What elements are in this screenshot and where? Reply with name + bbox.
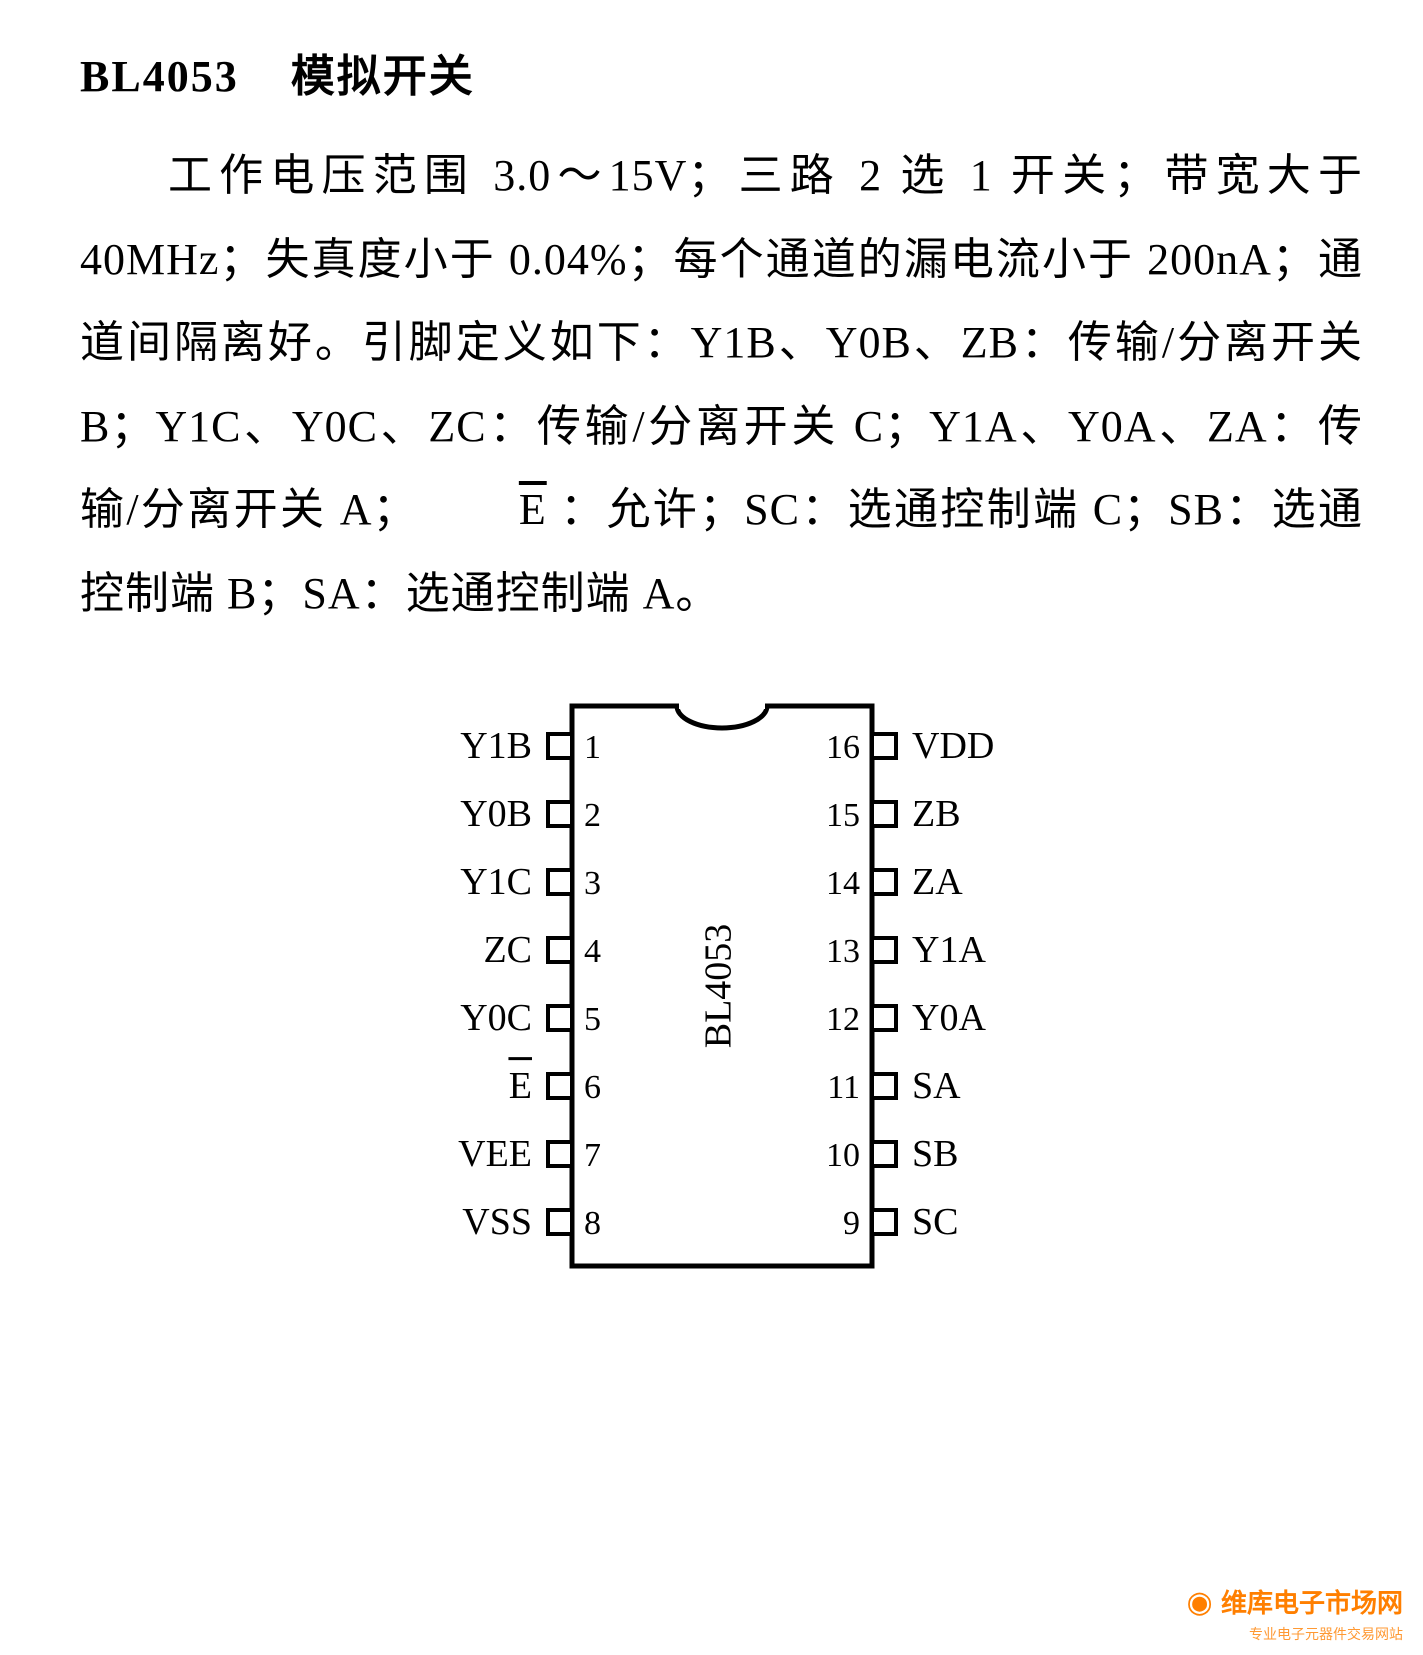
pin-label-SB: SB: [912, 1133, 958, 1175]
chip-diagram-area: BL4053 1 Y1B 2 Y0B 3 Y1C 4 ZC 5 Y0C 6 E 7 VEE 8 VSS 16 VDD…: [80, 686, 1363, 1296]
pin-number-15: 15: [826, 797, 860, 834]
chip-pinout-diagram: BL4053 1 Y1B 2 Y0B 3 Y1C 4 ZC 5 Y0C 6 E 7 VEE 8 VSS 16 VDD…: [332, 686, 1112, 1296]
pin-label-Y1B: Y1B: [460, 725, 532, 767]
pin-box-right-13: [872, 938, 896, 962]
pin-box-right-9: [872, 1210, 896, 1234]
pin-box-left-2: [548, 802, 572, 826]
pin-box-right-10: [872, 1142, 896, 1166]
pin-number-11: 11: [827, 1069, 860, 1106]
watermark-line2: 专业电子元器件交易网站: [1249, 1626, 1403, 1642]
title-cn: 模拟开关: [291, 52, 475, 101]
pin-label-Y1C: Y1C: [460, 861, 532, 903]
page: BL4053 模拟开关 工作电压范围 3.0～15V；三路 2 选 1 开关；带…: [0, 0, 1423, 1655]
pin-number-9: 9: [843, 1205, 860, 1242]
pin-label-ZB: ZB: [912, 793, 961, 835]
pin-number-16: 16: [826, 729, 860, 766]
pin-box-left-8: [548, 1210, 572, 1234]
pin-label-VSS: VSS: [462, 1201, 532, 1243]
paragraph-main: 工作电压范围 3.0～15V；三路 2 选 1 开关；带宽大于 40MHz；失真…: [80, 151, 1363, 534]
description-paragraph: 工作电压范围 3.0～15V；三路 2 选 1 开关；带宽大于 40MHz；失真…: [80, 134, 1363, 636]
pin-number-2: 2: [584, 797, 601, 834]
pin-box-right-12: [872, 1006, 896, 1030]
pin-label-Y1A: Y1A: [912, 929, 986, 971]
pin-number-8: 8: [584, 1205, 601, 1242]
pin-number-13: 13: [826, 933, 860, 970]
pin-box-right-16: [872, 734, 896, 758]
doc-title: BL4053 模拟开关: [80, 40, 1363, 104]
watermark-line1: 维库电子市场网: [1221, 1588, 1403, 1618]
pin-box-left-4: [548, 938, 572, 962]
pin-number-6: 6: [584, 1069, 601, 1106]
pin-number-7: 7: [584, 1137, 601, 1174]
chip-name-label: BL4053: [697, 923, 739, 1048]
pin-number-5: 5: [584, 1001, 601, 1038]
pin-label-Y0A: Y0A: [912, 997, 986, 1039]
pin-number-10: 10: [826, 1137, 860, 1174]
pin-label-SC: SC: [912, 1201, 958, 1243]
pin-label-Y0B: Y0B: [460, 793, 532, 835]
pin-number-14: 14: [826, 865, 860, 902]
pin-box-left-5: [548, 1006, 572, 1030]
pin-label-E: E: [508, 1065, 531, 1107]
pin-box-left-1: [548, 734, 572, 758]
pin-label-ZA: ZA: [912, 861, 963, 903]
pin-label-SA: SA: [912, 1065, 961, 1107]
pin-box-left-6: [548, 1074, 572, 1098]
title-part-number: BL4053: [80, 52, 239, 101]
pin-label-Y0C: Y0C: [460, 997, 532, 1039]
pin-box-left-7: [548, 1142, 572, 1166]
e-overline: E: [431, 468, 547, 552]
pin-box-right-11: [872, 1074, 896, 1098]
pin-label-ZC: ZC: [483, 929, 532, 971]
pin-number-3: 3: [584, 865, 601, 902]
pin-box-right-15: [872, 802, 896, 826]
pin-label-VDD: VDD: [912, 725, 994, 767]
pin-box-left-3: [548, 870, 572, 894]
pin-number-4: 4: [584, 933, 601, 970]
pin-number-12: 12: [826, 1001, 860, 1038]
pin-box-right-14: [872, 870, 896, 894]
pin-label-VEE: VEE: [458, 1133, 532, 1175]
watermark: ◉ 维库电子市场网 专业电子元器件交易网站: [1186, 1585, 1403, 1645]
pin-number-1: 1: [584, 729, 601, 766]
